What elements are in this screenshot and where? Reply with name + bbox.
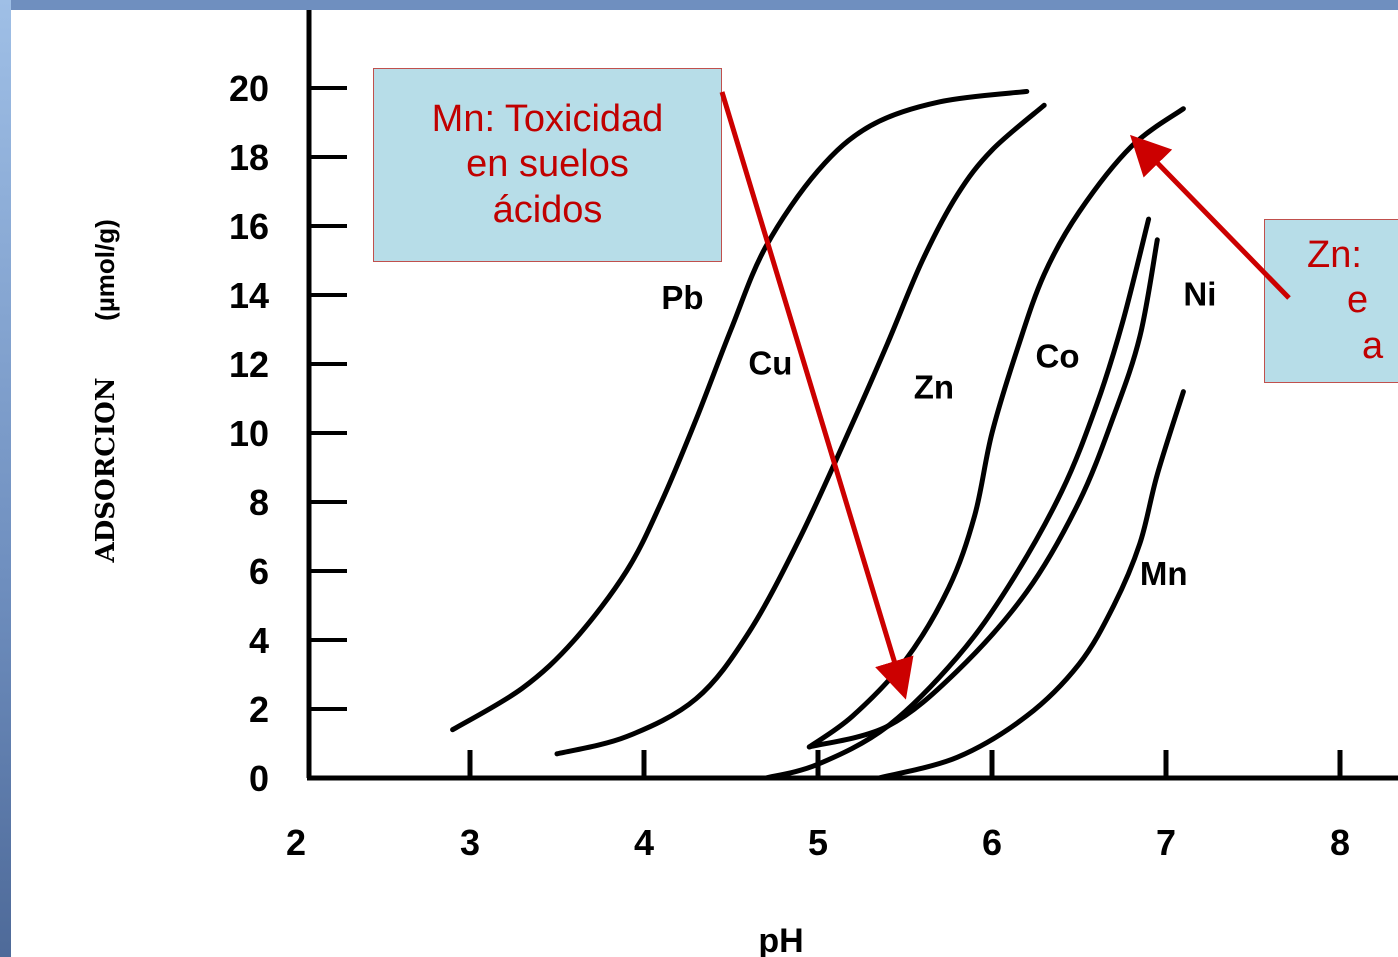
y-ticks: 0 2 4 6 8 10 12 14 16 18 20	[229, 68, 347, 799]
x-tick-label-8: 8	[1330, 822, 1350, 863]
x-tick-label-5: 5	[808, 822, 828, 863]
x-tick-label-3: 3	[460, 822, 480, 863]
note-zn-line-3: a	[1362, 324, 1384, 367]
series-labels: Pb Cu Zn Co Ni Mn	[661, 275, 1216, 591]
note-mn-line-1: Mn: Toxicidad	[431, 97, 664, 140]
note-mn-line-2: en suelos	[466, 143, 629, 186]
curve-mn	[876, 389, 1186, 781]
note-zn-line-2: e	[1347, 279, 1369, 322]
note-mn-toxicity: Mn: Toxicidad en suelos ácidos	[373, 68, 722, 262]
slide-frame-top	[0, 0, 1398, 10]
x-tick-label-7: 7	[1156, 822, 1176, 863]
y-tick-label-14: 14	[229, 275, 269, 316]
x-tick-label-4: 4	[634, 822, 654, 863]
y-tick-label-6: 6	[249, 551, 269, 592]
y-tick-label-4: 4	[249, 620, 269, 661]
label-mn: Mn	[1140, 555, 1188, 592]
label-co: Co	[1036, 337, 1080, 374]
label-cu: Cu	[748, 344, 792, 381]
y-tick-label-12: 12	[229, 344, 269, 385]
y-tick-label-20: 20	[229, 68, 269, 109]
y-tick-label-0: 0	[249, 758, 269, 799]
label-ni: Ni	[1183, 275, 1216, 312]
note-zn-text: Zn: e a	[1307, 233, 1383, 370]
slide-frame-left	[0, 0, 11, 957]
x-axis-title: pH	[758, 922, 803, 957]
curve-ni	[806, 237, 1160, 750]
note-mn-line-3: ácidos	[492, 188, 603, 231]
y-tick-label-18: 18	[229, 137, 269, 178]
curve-zn	[806, 106, 1186, 750]
note-mn-text: Mn: Toxicidad en suelos ácidos	[432, 97, 664, 234]
label-pb: Pb	[661, 279, 703, 316]
x-ticks: 2 3 4 5 6 7 8	[286, 750, 1350, 863]
curve-co	[763, 216, 1152, 781]
y-tick-label-8: 8	[249, 482, 269, 523]
x-tick-label-6: 6	[982, 822, 1002, 863]
axes	[306, 10, 1398, 781]
y-tick-label-16: 16	[229, 206, 269, 247]
y-tick-label-2: 2	[249, 689, 269, 730]
note-zn-line-1: Zn:	[1307, 233, 1362, 276]
y-axis-unit: (µmol/g)	[90, 219, 120, 321]
x-tick-label-2: 2	[286, 822, 306, 863]
y-axis-title-text: ADSORCION	[91, 377, 121, 563]
y-axis-title: ADSORCION (µmol/g)	[90, 219, 121, 563]
label-zn: Zn	[914, 369, 954, 406]
y-tick-label-10: 10	[229, 413, 269, 454]
note-zn: Zn: e a	[1264, 219, 1398, 383]
